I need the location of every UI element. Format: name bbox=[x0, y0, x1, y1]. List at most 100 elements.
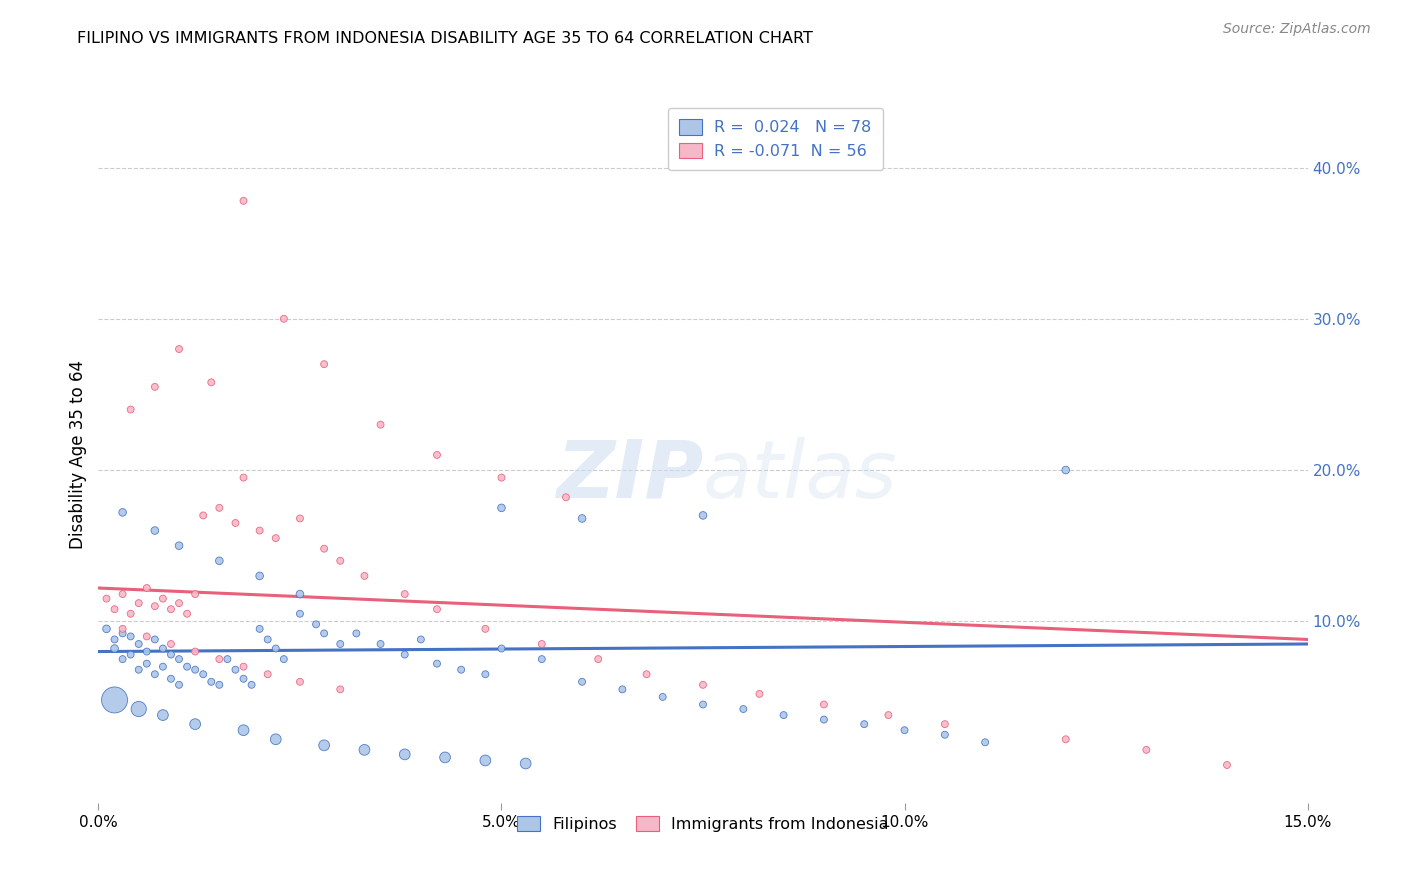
Point bbox=[772, 708, 794, 723]
Point bbox=[120, 607, 142, 621]
Point bbox=[329, 637, 352, 651]
Point bbox=[491, 500, 513, 515]
Point bbox=[329, 554, 352, 568]
Point bbox=[434, 750, 457, 764]
Point bbox=[143, 667, 166, 681]
Point bbox=[208, 652, 231, 666]
Point bbox=[530, 637, 553, 651]
Point bbox=[128, 663, 150, 677]
Point bbox=[249, 622, 271, 636]
Point bbox=[273, 652, 295, 666]
Point bbox=[288, 587, 311, 601]
Point bbox=[208, 500, 231, 515]
Text: FILIPINO VS IMMIGRANTS FROM INDONESIA DISABILITY AGE 35 TO 64 CORRELATION CHART: FILIPINO VS IMMIGRANTS FROM INDONESIA DI… bbox=[77, 31, 813, 46]
Point bbox=[128, 702, 150, 716]
Point bbox=[692, 508, 714, 523]
Point bbox=[305, 617, 328, 632]
Point bbox=[571, 674, 593, 689]
Point bbox=[813, 698, 835, 712]
Point bbox=[474, 667, 496, 681]
Point bbox=[530, 652, 553, 666]
Point bbox=[96, 622, 118, 636]
Point bbox=[135, 629, 157, 643]
Point bbox=[208, 554, 231, 568]
Point bbox=[314, 541, 336, 556]
Point bbox=[934, 728, 956, 742]
Point bbox=[120, 629, 142, 643]
Point bbox=[184, 663, 207, 677]
Point bbox=[329, 682, 352, 697]
Point bbox=[152, 659, 174, 673]
Point bbox=[426, 448, 449, 462]
Point bbox=[692, 698, 714, 712]
Point bbox=[193, 667, 215, 681]
Point bbox=[111, 652, 134, 666]
Point bbox=[893, 723, 915, 738]
Point bbox=[128, 637, 150, 651]
Point bbox=[1054, 463, 1077, 477]
Point bbox=[232, 470, 254, 484]
Point bbox=[120, 648, 142, 662]
Point bbox=[135, 657, 157, 671]
Point bbox=[232, 672, 254, 686]
Point bbox=[103, 641, 125, 656]
Point bbox=[1216, 758, 1239, 772]
Point bbox=[636, 667, 658, 681]
Point bbox=[813, 713, 835, 727]
Point bbox=[249, 569, 271, 583]
Point bbox=[877, 708, 900, 723]
Y-axis label: Disability Age 35 to 64: Disability Age 35 to 64 bbox=[69, 360, 87, 549]
Point bbox=[974, 735, 997, 749]
Point bbox=[249, 524, 271, 538]
Point bbox=[232, 659, 254, 673]
Point bbox=[232, 194, 254, 208]
Point bbox=[143, 599, 166, 614]
Point bbox=[160, 602, 183, 616]
Point bbox=[314, 739, 336, 753]
Point bbox=[288, 511, 311, 525]
Point bbox=[394, 587, 416, 601]
Point bbox=[474, 622, 496, 636]
Point bbox=[515, 756, 537, 771]
Point bbox=[288, 674, 311, 689]
Point bbox=[353, 569, 375, 583]
Point bbox=[733, 702, 755, 716]
Point bbox=[256, 632, 278, 647]
Point bbox=[1135, 743, 1157, 757]
Point bbox=[135, 581, 157, 595]
Point bbox=[264, 732, 287, 747]
Point bbox=[853, 717, 876, 731]
Point bbox=[748, 687, 770, 701]
Point bbox=[586, 652, 609, 666]
Point bbox=[111, 626, 134, 640]
Text: Source: ZipAtlas.com: Source: ZipAtlas.com bbox=[1223, 22, 1371, 37]
Point bbox=[394, 648, 416, 662]
Point bbox=[314, 357, 336, 371]
Point bbox=[692, 678, 714, 692]
Point bbox=[184, 587, 207, 601]
Point bbox=[103, 693, 125, 707]
Point bbox=[111, 505, 134, 519]
Point bbox=[128, 596, 150, 610]
Point bbox=[394, 747, 416, 762]
Point bbox=[167, 342, 190, 356]
Point bbox=[353, 743, 375, 757]
Point bbox=[256, 667, 278, 681]
Point bbox=[160, 637, 183, 651]
Point bbox=[184, 644, 207, 658]
Point bbox=[344, 626, 367, 640]
Point bbox=[491, 641, 513, 656]
Point bbox=[135, 644, 157, 658]
Point bbox=[288, 607, 311, 621]
Text: atlas: atlas bbox=[703, 437, 898, 515]
Point bbox=[152, 641, 174, 656]
Point bbox=[152, 708, 174, 723]
Point bbox=[167, 596, 190, 610]
Point bbox=[143, 632, 166, 647]
Point bbox=[370, 637, 392, 651]
Point bbox=[152, 591, 174, 606]
Point bbox=[176, 659, 198, 673]
Point bbox=[96, 591, 118, 606]
Point bbox=[167, 678, 190, 692]
Point bbox=[273, 311, 295, 326]
